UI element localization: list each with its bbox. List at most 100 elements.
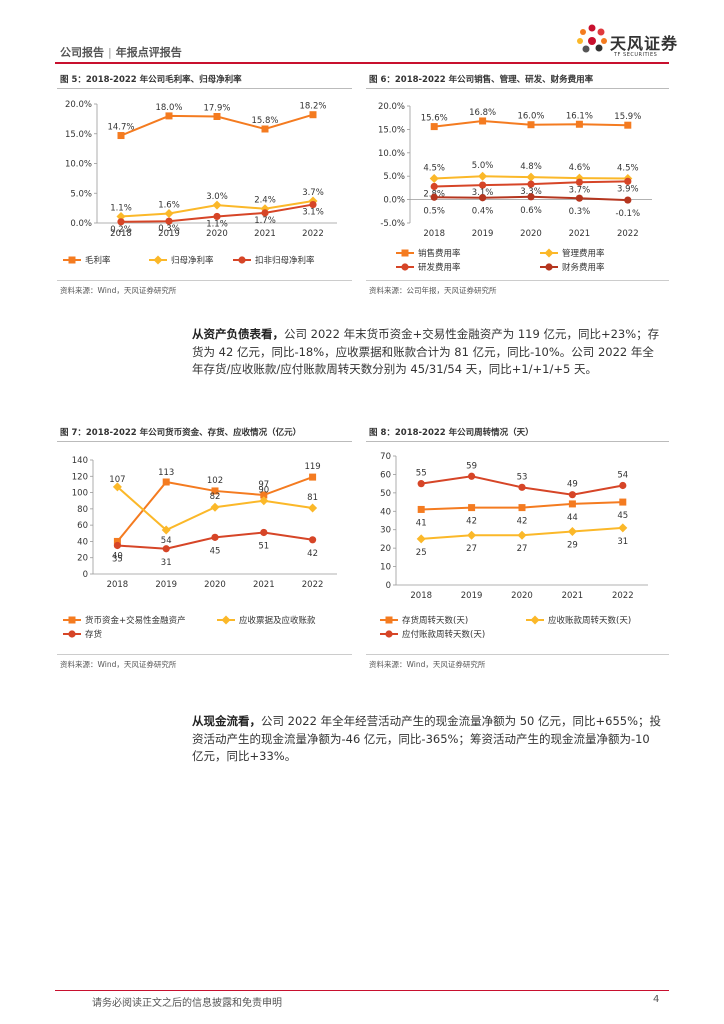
fig6-data-point: [575, 194, 583, 202]
fig8-data-point: [517, 530, 527, 540]
fig6-data-point: [430, 182, 438, 191]
fig8-data-label: 59: [466, 461, 477, 471]
fig8-data-label: 53: [517, 472, 528, 482]
fig7-data-label: 102: [207, 476, 223, 486]
fig7-data-label: 40: [112, 551, 123, 561]
fig5-chart: 0.0% 5.0% 10.0% 15.0% 20.0% 2018 2019 2020 2021 2…: [63, 100, 337, 266]
fig8-data-point: [417, 505, 425, 513]
fig8-data-label: 27: [517, 544, 528, 554]
fig8-legend-label: 应收账款周转天数(天): [548, 615, 631, 626]
report-subtype: 年报点评报告: [115, 46, 182, 59]
fig6-data-point: [624, 196, 632, 204]
fig5-data-point: [309, 111, 317, 119]
fig6-data-label: 3.1%: [472, 188, 494, 198]
fig5-data-point: [309, 200, 317, 209]
fig7-data-point: [309, 536, 317, 544]
fig5-data-point: [213, 212, 221, 221]
fig5-x-tick-label: 2022: [302, 229, 324, 239]
fig5-title: 图 5：2018-2022 年公司毛利率、归母净利率: [60, 75, 242, 85]
fig5-data-label: 0.3%: [158, 224, 180, 234]
fig8-data-point: [568, 500, 576, 508]
fig7-x-tick-label: 2020: [204, 580, 226, 590]
fig6-y-tick-label: -5.0%: [380, 219, 405, 229]
fig6-data-point: [479, 181, 487, 189]
fig8-y-tick-label: 70: [380, 452, 391, 462]
fig7-data-label: 82: [210, 492, 221, 502]
fig5-data-point: [117, 132, 125, 140]
fig7-chart: 0 20 40 60 80 100 120 140 2018 2019 2020 2021 2022 40…: [63, 456, 337, 640]
fig6-data-point: [624, 121, 632, 129]
fig5-data-point: [261, 125, 269, 133]
fig5-source: 资料来源：Wind，天风证券研究所: [60, 286, 177, 295]
fig8-x-tick-label: 2020: [511, 591, 533, 601]
cashflow-paragraph: 从现金流看，公司 2022 年全年经营活动产生的现金流量净额为 50 亿元，同比…: [192, 713, 664, 766]
fig5-y-tick-label: 5.0%: [70, 189, 92, 199]
fig7-y-tick-label: 0: [83, 570, 88, 580]
fig5-data-point: [117, 218, 125, 226]
fig6-data-label: 16.0%: [517, 112, 544, 122]
fig7-x-tick-label: 2018: [107, 580, 129, 590]
cashflow-lead: 从现金流看，: [192, 714, 261, 728]
fig5-data-label: 3.1%: [302, 208, 324, 218]
fig8-data-label: 29: [567, 541, 578, 551]
fig6-data-label: 3.3%: [520, 187, 542, 197]
fig8-x-tick-label: 2021: [562, 591, 584, 601]
fig5-y-tick-label: 20.0%: [65, 100, 92, 110]
fig6-data-label: 16.1%: [566, 111, 593, 121]
fig6-data-label: 0.6%: [520, 206, 542, 216]
fig8-data-point: [518, 483, 526, 491]
fig8-y-tick-label: 0: [386, 581, 391, 591]
header-rule: [55, 62, 669, 64]
fig5-y-tick-label: 10.0%: [65, 160, 92, 170]
fig8-y-tick-label: 50: [380, 489, 391, 499]
fig8-data-label: 42: [466, 517, 477, 527]
fig6-data-point: [575, 178, 583, 186]
fig7-data-point: [162, 478, 170, 486]
fig5-legend-marker: [68, 256, 76, 264]
fig5-data-point: [165, 217, 173, 225]
fig6-data-label: 4.5%: [617, 164, 639, 174]
fig7-data-point: [259, 496, 269, 506]
fig7-y-tick-label: 140: [72, 456, 88, 466]
fig7-x-tick-label: 2019: [155, 580, 177, 590]
brand-logo-icon: [577, 24, 607, 53]
fig7-data-point: [113, 541, 121, 550]
fig5-data-label: 17.9%: [203, 103, 230, 113]
fig6-data-label: 0.5%: [423, 206, 445, 216]
fig5-data-label: 3.7%: [302, 188, 324, 198]
fig8-data-point: [567, 527, 577, 537]
fig6-data-label: 3.9%: [617, 184, 639, 194]
fig8-data-point: [417, 480, 425, 488]
fig5-data-point: [165, 112, 173, 120]
fig6-x-tick-label: 2018: [423, 229, 445, 239]
fig5-legend-label: 扣非归母净利率: [255, 255, 315, 266]
fig8-data-label: 41: [416, 518, 427, 528]
fig6-data-point: [624, 177, 632, 185]
fig6-x-tick-label: 2021: [569, 229, 591, 239]
fig5-data-point: [261, 209, 269, 217]
balance-lead: 从资产负债表看，: [192, 327, 284, 341]
page-number: 4: [653, 994, 660, 1005]
fig5-x-tick-label: 2019: [158, 229, 180, 239]
fig6-y-tick-label: 15.0%: [378, 125, 405, 135]
fig6-data-point: [429, 174, 439, 184]
fig7-data-label: 97: [258, 480, 269, 490]
fig8-x-tick-label: 2018: [410, 591, 432, 601]
fig6-data-label: 5.0%: [472, 161, 494, 171]
fig8-data-label: 31: [617, 537, 628, 547]
fig7-data-label: 90: [258, 486, 269, 496]
fig6-data-label: 4.5%: [423, 164, 445, 174]
fig5-legend-marker: [153, 255, 163, 265]
fig6-data-point: [430, 193, 438, 201]
fig8-title-rule: [366, 441, 669, 442]
fig6-y-tick-label: 10.0%: [378, 149, 405, 159]
fig6-data-point: [430, 123, 438, 131]
fig8-data-label: 45: [617, 511, 628, 521]
fig8-x-tick-label: 2019: [461, 591, 483, 601]
fig6-data-label: 3.7%: [569, 185, 591, 195]
fig7-data-point: [210, 502, 220, 512]
footer-disclaimer: 请务必阅读正文之后的信息披露和免责申明: [92, 998, 282, 1009]
fig6-data-point: [479, 117, 487, 125]
cashflow-text: 公司 2022 年全年经营活动产生的现金流量净额为 50 亿元，同比+655%；…: [192, 714, 662, 763]
fig6-title: 图 6：2018-2022 年公司销售、管理、研发、财务费用率: [369, 75, 594, 85]
